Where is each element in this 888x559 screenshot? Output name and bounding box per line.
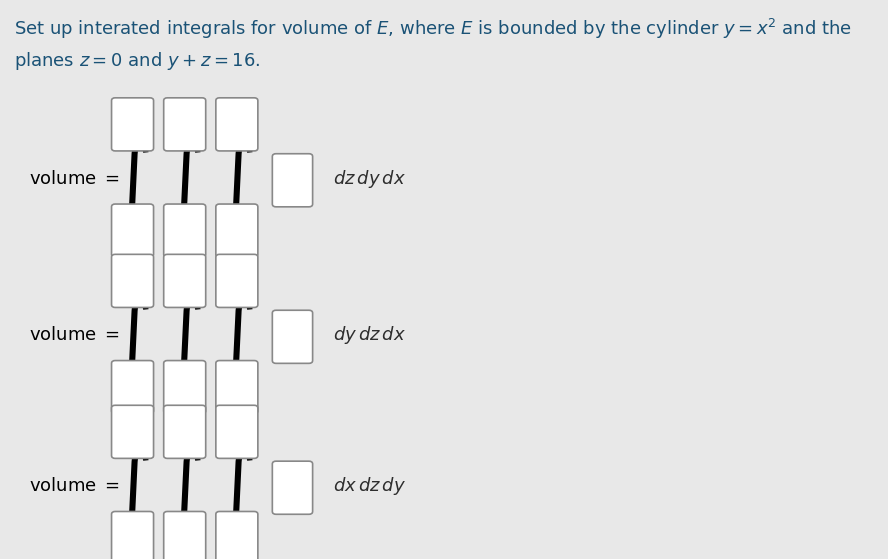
- FancyBboxPatch shape: [216, 254, 258, 307]
- FancyBboxPatch shape: [112, 361, 154, 414]
- FancyBboxPatch shape: [163, 98, 206, 151]
- FancyBboxPatch shape: [273, 310, 313, 363]
- FancyBboxPatch shape: [216, 405, 258, 458]
- FancyBboxPatch shape: [273, 461, 313, 514]
- FancyBboxPatch shape: [112, 511, 154, 559]
- Text: volume $=$: volume $=$: [29, 326, 120, 344]
- FancyBboxPatch shape: [112, 204, 154, 257]
- FancyBboxPatch shape: [112, 405, 154, 458]
- FancyBboxPatch shape: [273, 154, 313, 207]
- Text: $dx\,dz\,dy$: $dx\,dz\,dy$: [333, 475, 407, 498]
- Text: $dy\,dz\,dx$: $dy\,dz\,dx$: [333, 324, 406, 347]
- FancyBboxPatch shape: [163, 405, 206, 458]
- Text: $\int$: $\int$: [217, 140, 254, 217]
- FancyBboxPatch shape: [216, 361, 258, 414]
- Text: Set up interated integrals for volume of $E$, where $E$ is bounded by the cylind: Set up interated integrals for volume of…: [14, 17, 852, 73]
- Text: $\int$: $\int$: [165, 140, 202, 217]
- FancyBboxPatch shape: [163, 361, 206, 414]
- FancyBboxPatch shape: [216, 511, 258, 559]
- Text: $\int$: $\int$: [113, 448, 149, 525]
- Text: volume $=$: volume $=$: [29, 477, 120, 495]
- FancyBboxPatch shape: [216, 204, 258, 257]
- Text: volume $=$: volume $=$: [29, 170, 120, 188]
- Text: $\int$: $\int$: [217, 297, 254, 374]
- FancyBboxPatch shape: [112, 254, 154, 307]
- FancyBboxPatch shape: [163, 511, 206, 559]
- Text: $dz\,dy\,dx$: $dz\,dy\,dx$: [333, 168, 406, 190]
- FancyBboxPatch shape: [163, 254, 206, 307]
- Text: $\int$: $\int$: [113, 140, 149, 217]
- Text: $\int$: $\int$: [165, 297, 202, 374]
- Text: $\int$: $\int$: [217, 448, 254, 525]
- Text: $\int$: $\int$: [113, 297, 149, 374]
- FancyBboxPatch shape: [163, 204, 206, 257]
- FancyBboxPatch shape: [112, 98, 154, 151]
- Text: $\int$: $\int$: [165, 448, 202, 525]
- FancyBboxPatch shape: [216, 98, 258, 151]
